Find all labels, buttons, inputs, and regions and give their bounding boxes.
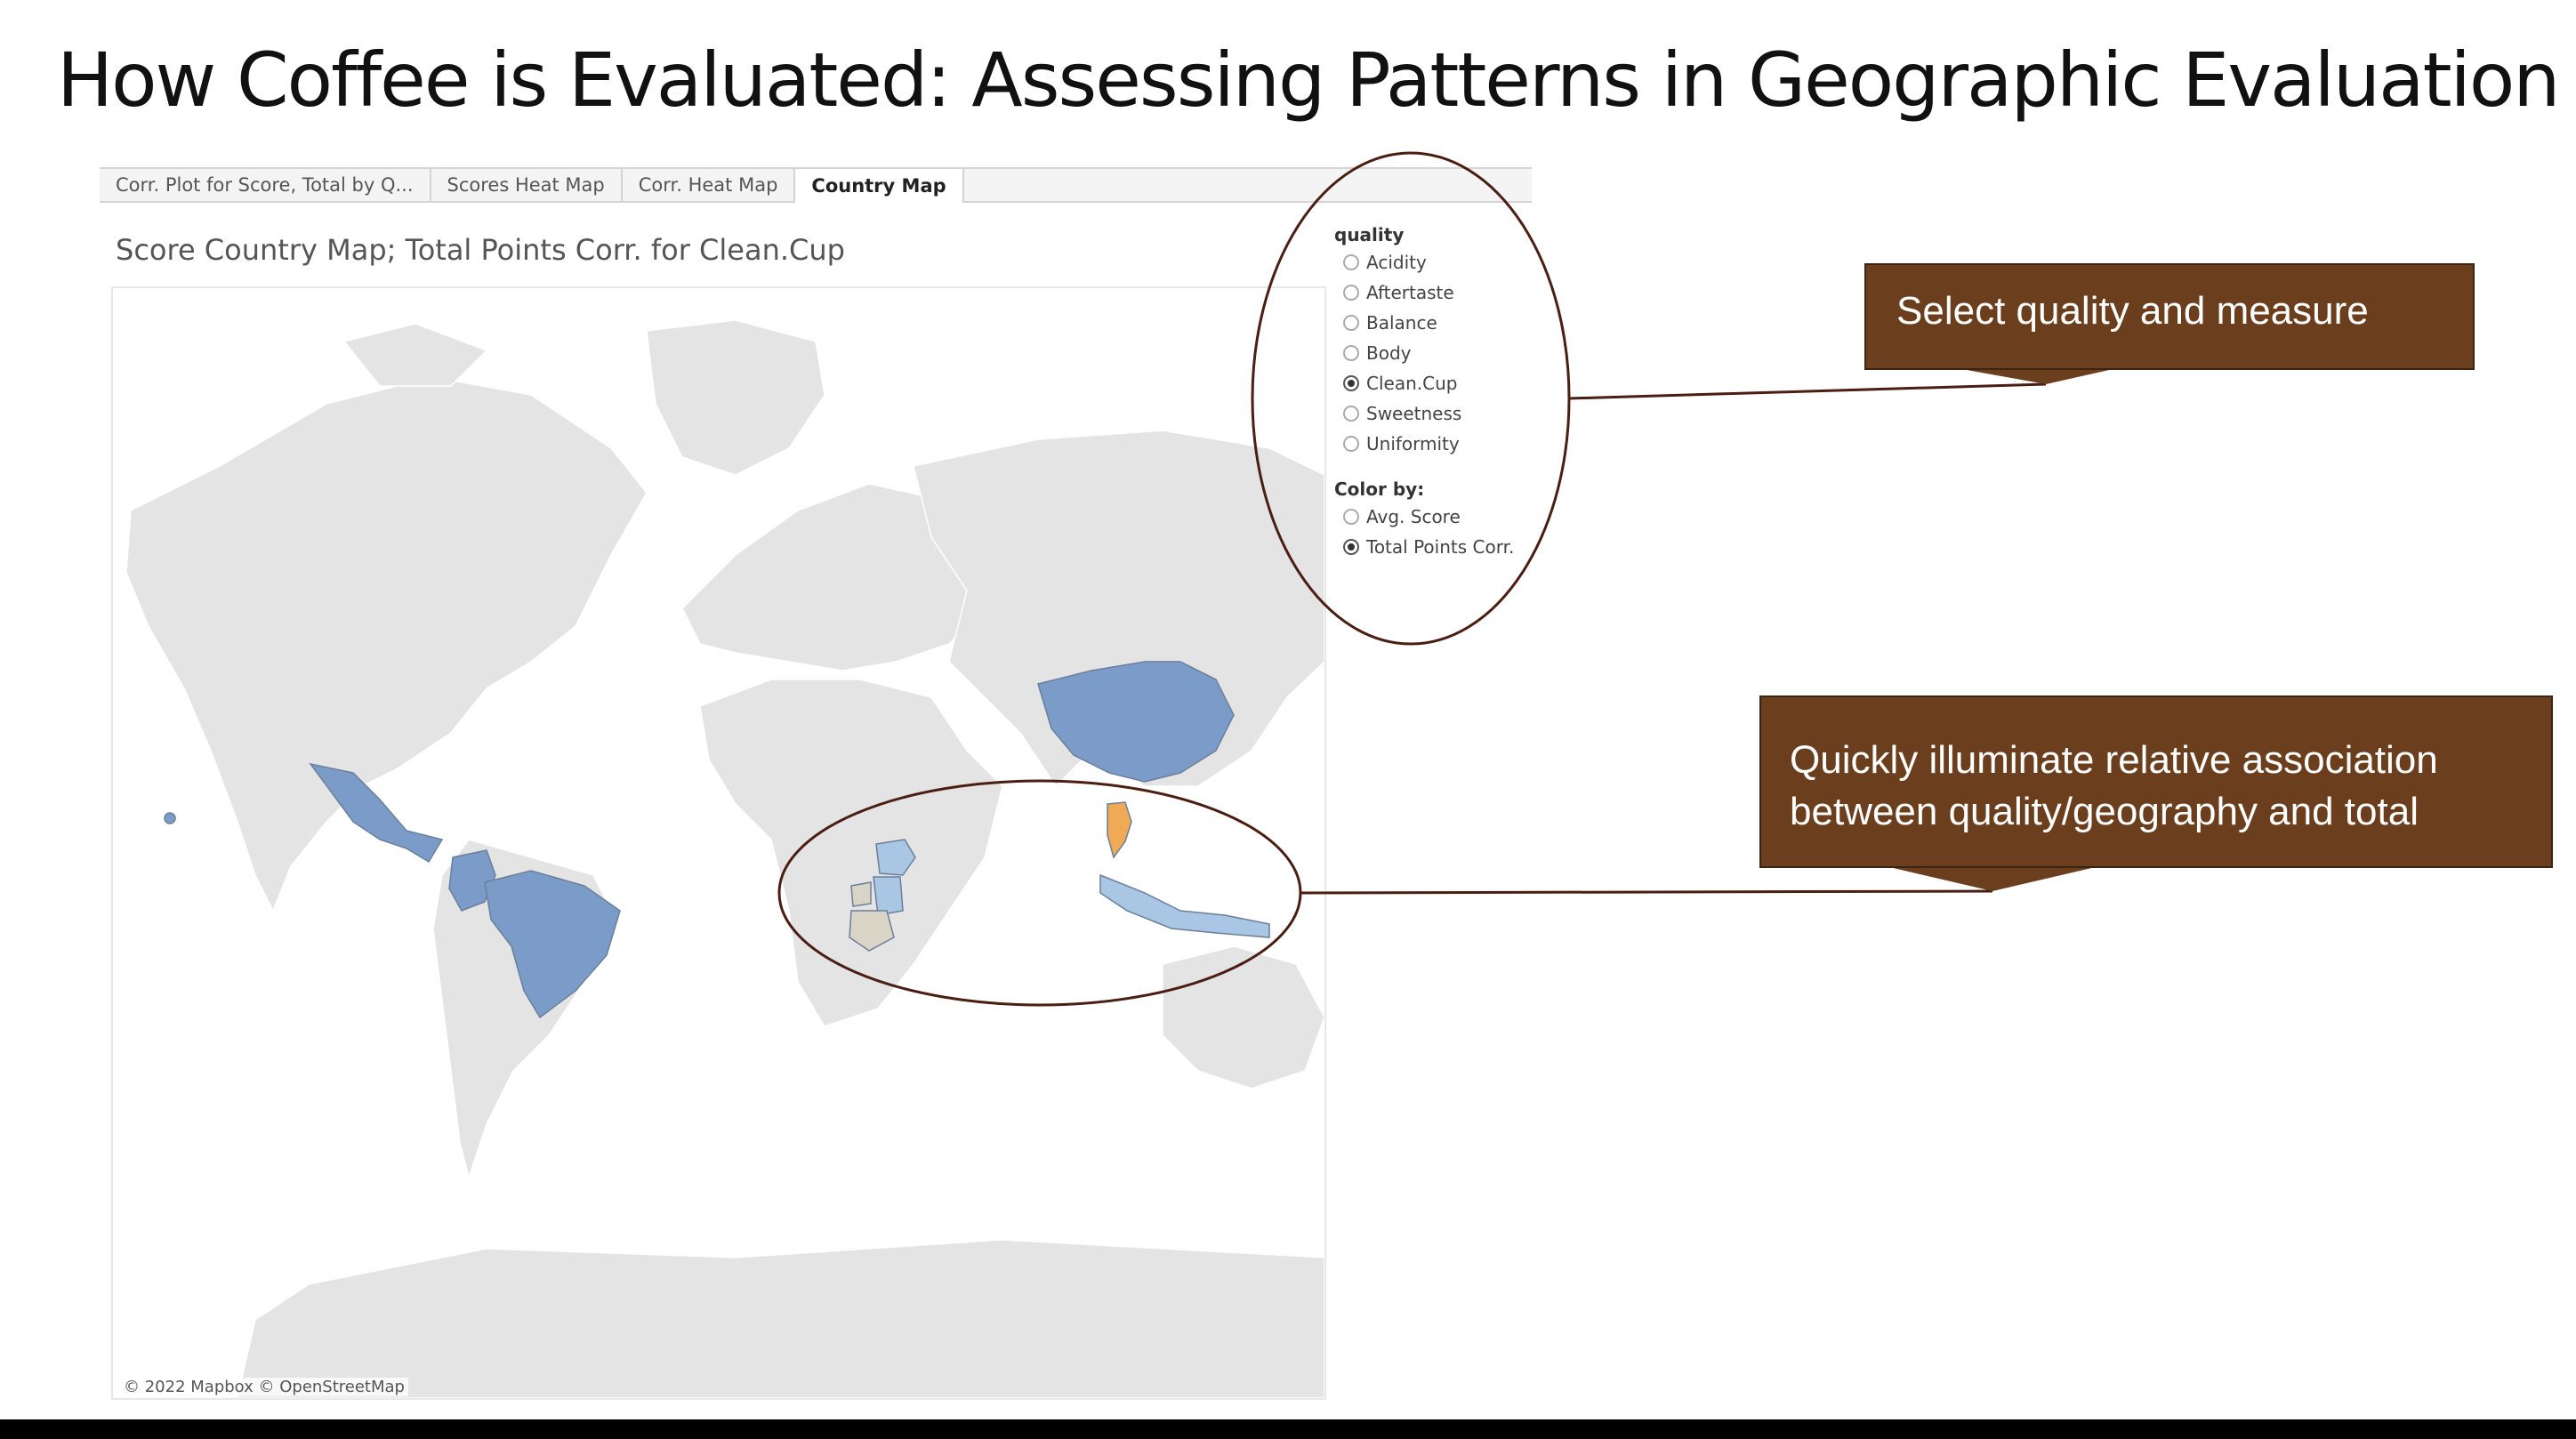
quality-filter-heading: quality <box>1334 224 1405 245</box>
country-mexico-central-america[interactable] <box>309 762 444 864</box>
africa-shape <box>699 679 1003 1027</box>
bottom-bar <box>0 1419 2576 1439</box>
country-map[interactable]: © 2022 Mapbox © OpenStreetMap <box>111 286 1326 1400</box>
country-china[interactable] <box>1037 661 1235 783</box>
north-america-shape <box>125 376 648 912</box>
tab-corr-heat-map[interactable]: Corr. Heat Map <box>623 169 796 201</box>
quality-option-aftertaste[interactable]: Aftertaste <box>1334 277 1548 308</box>
region-connector-line <box>1300 889 1993 895</box>
radio-icon[interactable] <box>1343 254 1359 270</box>
quality-option-body[interactable]: Body <box>1334 338 1548 368</box>
country-indonesia[interactable] <box>1099 873 1270 938</box>
option-label: Sweetness <box>1366 403 1462 424</box>
callout-select-quality: Select quality and measure <box>1864 263 2475 370</box>
color-by-option-total-points-corr[interactable]: Total Points Corr. <box>1334 532 1548 562</box>
radio-selected-icon[interactable] <box>1343 539 1359 555</box>
radio-icon[interactable] <box>1343 315 1359 331</box>
quality-option-sweetness[interactable]: Sweetness <box>1334 398 1548 429</box>
callout-illuminate: Quickly illuminate relative association … <box>1759 695 2553 868</box>
world-map-svg <box>125 319 1324 1398</box>
quality-option-uniformity[interactable]: Uniformity <box>1334 429 1548 459</box>
callout-1-pointer <box>1957 368 2117 384</box>
callout-2-pointer <box>1886 866 2099 891</box>
option-label: Body <box>1366 342 1412 364</box>
land-masses <box>125 319 1324 1398</box>
callout-text-line-1: Quickly illuminate relative association <box>1790 738 2438 782</box>
country-colombia-peru[interactable] <box>448 849 496 912</box>
slide-title: How Coffee is Evaluated: Assessing Patte… <box>57 36 2560 124</box>
filter-panel: quality Acidity Aftertaste Balance Body … <box>1334 222 1548 562</box>
radio-icon[interactable] <box>1343 406 1359 422</box>
color-by-option-avg-score[interactable]: Avg. Score <box>1334 502 1548 532</box>
country-uganda[interactable] <box>850 881 872 907</box>
arctic-islands-shape <box>342 323 488 387</box>
option-label: Total Points Corr. <box>1366 536 1515 558</box>
antarctica-shape <box>237 1239 1324 1398</box>
filter-gap <box>1334 459 1548 477</box>
greenland-shape <box>646 319 825 476</box>
color-by-heading: Color by: <box>1334 478 1425 500</box>
quality-option-clean-cup[interactable]: Clean.Cup <box>1334 368 1548 398</box>
filter-connector-line <box>1568 382 2047 400</box>
radio-icon[interactable] <box>1343 436 1359 452</box>
radio-selected-icon[interactable] <box>1343 375 1359 391</box>
tab-scores-heat-map[interactable]: Scores Heat Map <box>431 169 623 201</box>
radio-icon[interactable] <box>1343 509 1359 525</box>
option-label: Balance <box>1366 312 1437 334</box>
radio-icon[interactable] <box>1343 345 1359 361</box>
country-thailand[interactable] <box>1107 801 1132 859</box>
country-hawaii[interactable] <box>164 812 176 824</box>
tab-corr-plot[interactable]: Corr. Plot for Score, Total by Q... <box>100 169 431 201</box>
tab-country-map[interactable]: Country Map <box>795 169 964 203</box>
option-label: Uniformity <box>1366 433 1460 454</box>
country-kenya[interactable] <box>873 876 904 916</box>
map-attribution[interactable]: © 2022 Mapbox © OpenStreetMap <box>120 1378 408 1396</box>
australia-shape <box>1162 945 1324 1089</box>
viz-title: Score Country Map; Total Points Corr. fo… <box>116 233 845 267</box>
callout-text-line-2: between quality/geography and total <box>1790 790 2419 834</box>
quality-option-balance[interactable]: Balance <box>1334 308 1548 338</box>
quality-option-acidity[interactable]: Acidity <box>1334 247 1548 277</box>
callout-text: Select quality and measure <box>1896 289 2369 333</box>
option-label: Clean.Cup <box>1366 373 1458 394</box>
radio-icon[interactable] <box>1343 285 1359 301</box>
option-label: Aftertaste <box>1366 282 1454 303</box>
option-label: Acidity <box>1366 252 1427 273</box>
country-brazil[interactable] <box>484 870 621 1019</box>
option-label: Avg. Score <box>1366 506 1461 527</box>
dashboard-tab-bar: Corr. Plot for Score, Total by Q... Scor… <box>100 167 1532 203</box>
